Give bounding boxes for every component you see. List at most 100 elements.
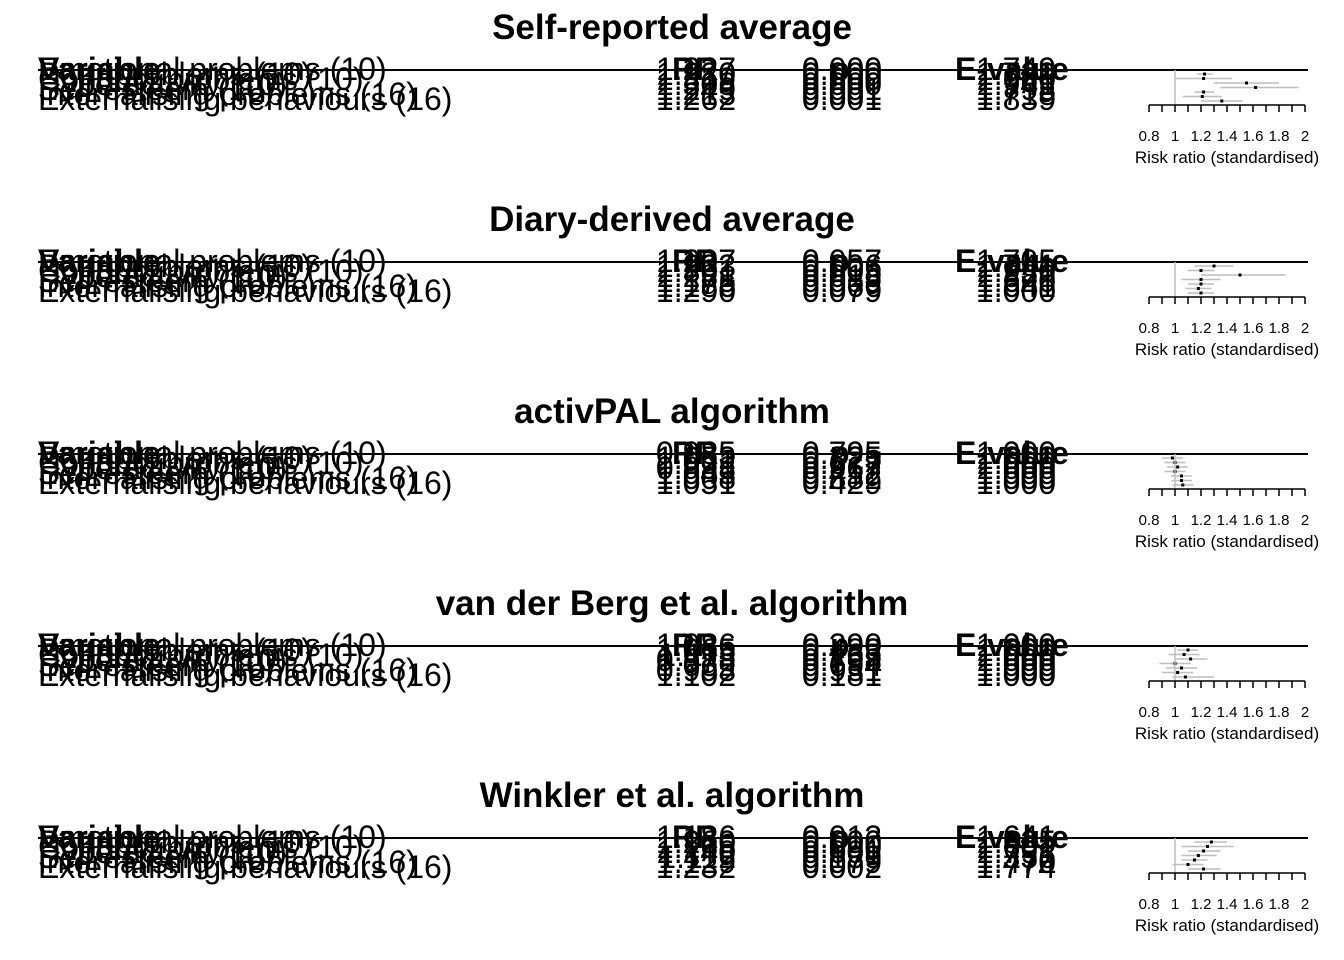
- x-tick-label: 1.4: [1217, 896, 1238, 913]
- point-estimate: [1196, 854, 1200, 857]
- p-value: 0.412: [802, 455, 882, 491]
- evalue-value: 1.000: [976, 460, 1056, 496]
- rr-value: 1.262: [656, 81, 736, 117]
- variable-label: Internalising problems (16): [38, 844, 417, 880]
- evalue-value: 1.000: [976, 647, 1056, 683]
- p-value: 0.694: [802, 647, 882, 683]
- p-value: 0.290: [802, 627, 882, 663]
- x-tick-label: 1.4: [1217, 512, 1238, 529]
- x-tick-label: 1.2: [1191, 704, 1212, 721]
- x-tick-label: 2: [1301, 320, 1309, 337]
- p-value: 0.005: [802, 253, 882, 289]
- x-tick-label: 2: [1301, 128, 1309, 145]
- point-estimate: [1189, 657, 1193, 661]
- p-value: 0.795: [802, 435, 882, 471]
- evalue-value: 1.798: [976, 71, 1056, 107]
- point-estimate: [1212, 264, 1216, 268]
- point-estimate: [1209, 840, 1213, 844]
- x-tick-label: 0.8: [1139, 512, 1160, 529]
- point-estimate: [1238, 273, 1242, 277]
- x-tick-label: 1.2: [1191, 320, 1212, 337]
- point-estimate: [1180, 474, 1183, 478]
- p-value: 0.967: [802, 450, 882, 486]
- variable-label: Internalising problems (16): [38, 76, 417, 112]
- variable-label: Externalising behaviours (16): [38, 849, 452, 885]
- p-value: 0.000: [802, 66, 882, 102]
- panel-title: Diary-derived average: [489, 200, 855, 239]
- evalue-value: 1.718: [976, 76, 1056, 112]
- x-tick-label: 2: [1301, 896, 1309, 913]
- rr-value: 1.112: [658, 839, 736, 875]
- rr-value: 1.129: [656, 844, 736, 880]
- p-value: 0.483: [802, 632, 882, 668]
- p-value: 0.931: [802, 652, 882, 688]
- evalue-value: 1.749: [976, 51, 1056, 87]
- variable-label: Self-esteem (10): [38, 839, 275, 875]
- p-value: 0.001: [802, 71, 882, 107]
- variable-label: Emotional problems (10): [38, 819, 387, 855]
- p-value: 0.000: [802, 51, 882, 87]
- point-estimate: [1199, 291, 1203, 295]
- point-estimate: [1176, 465, 1180, 469]
- point-estimate: [1202, 77, 1206, 80]
- evalue-value: 1.839: [976, 81, 1056, 117]
- rr-value: 1.032: [656, 647, 736, 683]
- panel-title: activPAL algorithm: [514, 392, 830, 431]
- p-value: 0.001: [802, 76, 882, 112]
- variable-label: Hyperactivity (10): [38, 834, 287, 870]
- point-estimate: [1202, 867, 1206, 871]
- point-estimate: [1206, 845, 1209, 848]
- x-axis-label: Risk ratio (standardised): [1135, 148, 1319, 167]
- variable-label: Internalising problems (16): [38, 460, 417, 496]
- variable-label: Externalising behaviours (16): [38, 273, 452, 309]
- evalue-value: 1.000: [976, 450, 1056, 486]
- rr-value: 1.165: [656, 829, 736, 865]
- rr-value: 1.086: [656, 627, 736, 663]
- point-estimate: [1170, 456, 1174, 460]
- x-tick-label: 1.6: [1243, 128, 1264, 145]
- variable-label: Internalising problems (16): [38, 652, 417, 688]
- point-estimate: [1181, 483, 1185, 487]
- x-tick-label: 1.6: [1243, 320, 1264, 337]
- point-estimate: [1186, 863, 1190, 866]
- rr-value: 1.301: [656, 253, 736, 289]
- p-value: 0.000: [802, 824, 882, 860]
- x-axis-label: Risk ratio (standardised): [1135, 724, 1319, 743]
- x-tick-label: 1.8: [1269, 896, 1290, 913]
- variable-label: Self-esteem (10): [38, 455, 275, 491]
- rr-value: 1.281: [656, 258, 736, 294]
- rr-value: 1.052: [656, 440, 736, 476]
- x-tick-label: 1.4: [1217, 320, 1238, 337]
- variable-label: Hyperactivity (10): [38, 66, 287, 102]
- panel-title: van der Berg et al. algorithm: [436, 584, 909, 623]
- rr-value: 1.223: [656, 248, 736, 284]
- evalue-value: 1.602: [976, 829, 1056, 865]
- rr-value: 1.207: [656, 243, 736, 279]
- p-value: 0.325: [802, 440, 882, 476]
- x-tick-label: 0.8: [1139, 320, 1160, 337]
- rr-value: 1.113: [658, 637, 736, 673]
- rr-value: 1.319: [656, 61, 736, 97]
- variable-label: Conduct problems (10): [38, 445, 363, 481]
- variable-label: Externalising behaviours (16): [38, 657, 452, 693]
- p-value: 0.882: [802, 460, 882, 496]
- evalue-value: 1.930: [976, 253, 1056, 289]
- rr-value: 1.043: [656, 455, 736, 491]
- point-estimate: [1186, 648, 1190, 652]
- variable-label: Emotional problems (10): [38, 435, 387, 471]
- variable-label: Peer problems (10): [38, 248, 312, 284]
- p-value: 0.001: [802, 81, 882, 117]
- x-tick-label: 1.6: [1243, 896, 1264, 913]
- variable-label: Conduct problems (10): [38, 829, 363, 865]
- evalue-value: 1.835: [976, 824, 1056, 860]
- p-value: 0.181: [802, 657, 882, 693]
- variable-label: Emotional problems (10): [38, 243, 387, 279]
- p-value: 0.677: [802, 445, 882, 481]
- evalue-value: 1.000: [976, 455, 1056, 491]
- x-axis-label: Risk ratio (standardised): [1135, 340, 1319, 359]
- rr-value: 1.240: [656, 834, 736, 870]
